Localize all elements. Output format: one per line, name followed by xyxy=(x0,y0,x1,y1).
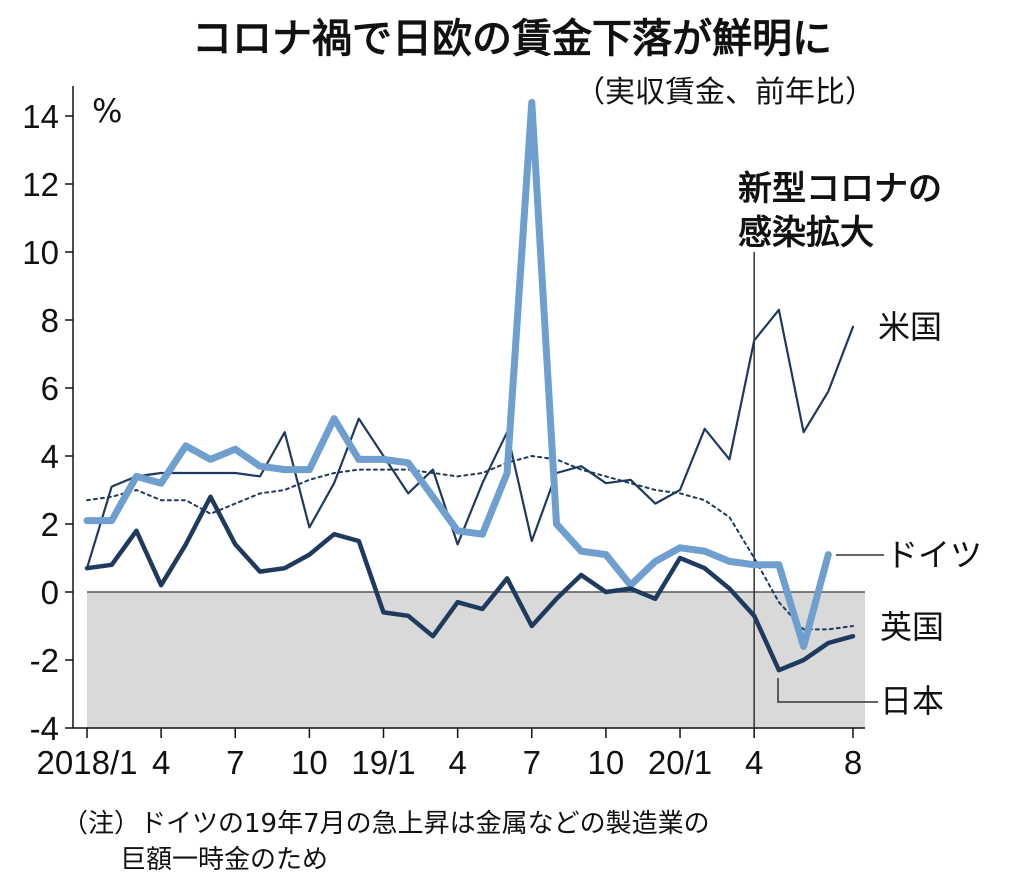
x-tick-label: 7 xyxy=(523,744,541,781)
covid-annotation-line2: 感染拡大 xyxy=(738,213,874,253)
x-tick-label: 4 xyxy=(152,744,170,781)
series-line-0 xyxy=(85,308,855,570)
series-line-1 xyxy=(83,98,832,650)
x-tick-label: 10 xyxy=(291,744,328,781)
x-tick-label: 10 xyxy=(588,744,625,781)
series-label-uk: 英国 xyxy=(880,608,944,646)
footnote-line2: 巨額一時金のため xyxy=(120,845,328,875)
negative-region-shading xyxy=(87,592,865,728)
y-tick-label: 2 xyxy=(41,506,59,543)
leader-line-japan xyxy=(777,678,878,703)
x-tick-label: 4 xyxy=(745,744,763,781)
series-line-2 xyxy=(86,455,854,631)
x-tick-label: 19/1 xyxy=(351,744,415,781)
y-tick-label: 0 xyxy=(41,574,59,611)
y-tick-label: 14 xyxy=(22,98,59,135)
chart-title: コロナ禍で日欧の賃金下落が鮮明に xyxy=(192,16,832,62)
series-lines xyxy=(83,98,856,673)
y-unit-label: % xyxy=(92,92,122,130)
x-ticks: 2018/1 4 7 10 19/1 4 7 10 20/1 4 8 xyxy=(37,728,862,781)
y-tick-label: 4 xyxy=(41,438,59,475)
series-labels: 米国 ドイツ 英国 日本 xyxy=(777,308,982,720)
x-tick-label: 2018/1 xyxy=(37,744,138,781)
footnote-line1: （注）ドイツの19年7月の急上昇は金属などの製造業の xyxy=(62,809,710,839)
series-line-3 xyxy=(84,494,856,673)
chart-subtitle: （実収賃金、前年比） xyxy=(575,75,875,110)
x-tick-label: 4 xyxy=(448,744,466,781)
y-ticks: 14 12 10 8 6 4 2 0 -2 -4 xyxy=(22,98,73,747)
y-tick-label: -4 xyxy=(30,710,59,747)
y-tick-label: 8 xyxy=(41,302,59,339)
series-label-germany: ドイツ xyxy=(886,536,982,574)
series-label-us: 米国 xyxy=(878,308,942,346)
y-tick-label: -2 xyxy=(30,642,59,679)
y-tick-label: 6 xyxy=(41,370,59,407)
y-tick-label: 10 xyxy=(22,234,59,271)
x-tick-label: 20/1 xyxy=(648,744,712,781)
y-tick-label: 12 xyxy=(22,166,59,203)
series-label-japan: 日本 xyxy=(880,682,944,720)
x-tick-label: 7 xyxy=(226,744,244,781)
covid-annotation-line1: 新型コロナの xyxy=(738,169,942,209)
x-tick-label: 8 xyxy=(844,744,862,781)
